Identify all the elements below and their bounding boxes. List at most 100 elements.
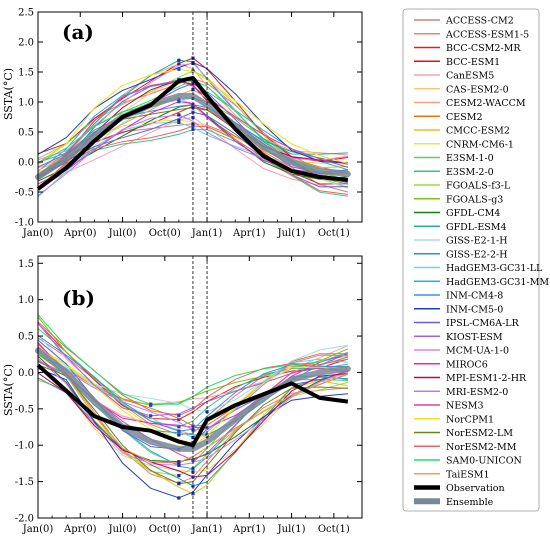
legend-label: SAM0-UNICON — [446, 456, 522, 467]
legend-label: KIOST-ESM — [446, 332, 503, 343]
model-line-norcpm1 — [37, 68, 349, 165]
legend-label: FGOALS-f3-L — [446, 181, 511, 192]
legend-item: TaiESM1 — [414, 469, 490, 480]
legend-item: SAM0-UNICON — [414, 456, 522, 467]
legend-item: FGOALS-g3 — [414, 194, 503, 205]
model-line-nesm3 — [37, 80, 349, 176]
legend-item: MPI-ESM1-2-HR — [414, 373, 527, 384]
legend-frame — [402, 8, 540, 512]
legend: ACCESS-CM2 ACCESS-ESM1-5 BCC-CSM2-MR BCC-ES… — [402, 8, 549, 512]
y-tick-label: -2.0 — [15, 514, 34, 525]
y-tick-label: -1.0 — [15, 441, 34, 452]
legend-item: ACCESS-ESM1-5 — [414, 29, 529, 40]
legend-label: NorESM2-MM — [446, 442, 517, 453]
legend-item: FGOALS-f3-L — [414, 181, 511, 192]
model-peak-marker — [191, 428, 195, 432]
legend-item: Ensemble — [414, 497, 494, 508]
legend-label: NESM3 — [446, 401, 484, 412]
panel-b-vertical-markers — [192, 256, 208, 518]
panel-b-axes: Jan(0) Apr(0) Jul(0) Oct(0) Jan(1) Apr(1) Jul(… — [15, 255, 363, 535]
model-peak-marker — [149, 402, 153, 406]
legend-label: MIROC6 — [446, 359, 488, 370]
ensemble-line — [35, 93, 351, 180]
legend-label: TaiESM1 — [446, 469, 490, 480]
panel-a-label: (a) — [62, 20, 94, 44]
legend-item: GISS-E2-1-H — [414, 236, 507, 247]
x-tick-label: Oct(1) — [318, 524, 350, 535]
model-peak-marker — [177, 417, 181, 422]
legend-label: HadGEM3-GC31-LL — [446, 263, 543, 274]
legend-label: GISS-E2-2-H — [446, 249, 507, 260]
legend-label: GFDL-ESM4 — [446, 222, 507, 233]
panel-b-observation-line — [36, 363, 349, 448]
model-peak-marker — [177, 100, 181, 104]
legend-item: CESM2 — [414, 112, 482, 123]
x-tick-label: Jan(0) — [22, 524, 54, 535]
y-tick-label: -0.5 — [15, 188, 34, 199]
model-peak-marker — [177, 482, 181, 486]
legend-item: BCC-CSM2-MR — [414, 43, 521, 54]
x-tick-label: Jan(1) — [191, 228, 223, 239]
y-tick-label: 1.0 — [18, 295, 34, 306]
x-tick-label: Jan(1) — [191, 524, 223, 535]
x-tick-label: Jul(0) — [108, 228, 137, 239]
panel-a-vertical-markers — [192, 12, 208, 222]
legend-label: CanESM5 — [446, 71, 494, 82]
x-tick-label: Apr(0) — [63, 524, 97, 535]
legend-item: NorESM2-MM — [414, 442, 517, 453]
panel-b: Jan(0) Apr(0) Jul(0) Oct(0) Jan(1) Apr(1) Jul(… — [2, 255, 363, 535]
legend-label: CESM2-WACCM — [446, 98, 526, 109]
legend-item: NorCPM1 — [414, 414, 494, 425]
model-peak-marker — [177, 62, 181, 66]
legend-label: CNRM-CM6-1 — [446, 139, 514, 150]
legend-label: E3SM-1-0 — [446, 153, 494, 164]
legend-label: BCC-ESM1 — [446, 57, 500, 68]
y-tick-label: 1.5 — [18, 68, 34, 79]
x-tick-label: Jul(0) — [108, 524, 137, 535]
model-peak-marker — [205, 433, 209, 437]
panel-a-axes: Jan(0) Apr(0) Jul(0) Oct(0) Jan(1) Apr(1) Jul(… — [15, 8, 363, 239]
y-tick-label: 2.0 — [18, 38, 34, 49]
legend-label: CESM2 — [446, 112, 482, 123]
legend-item: CNRM-CM6-1 — [414, 139, 514, 150]
x-tick-label: Oct(0) — [149, 228, 181, 239]
model-peak-marker — [177, 463, 181, 467]
y-tick-label: 1.0 — [18, 98, 34, 109]
legend-label: ACCESS-ESM1-5 — [445, 29, 529, 40]
y-tick-label: 1.5 — [18, 259, 34, 270]
legend-label: HadGEM3-GC31-MM — [446, 277, 549, 288]
x-tick-label: Jul(1) — [277, 524, 306, 535]
legend-item: HadGEM3-GC31-LL — [414, 263, 543, 274]
legend-item: INM-CM5-0 — [414, 304, 503, 315]
legend-item: GFDL-ESM4 — [414, 222, 507, 233]
legend-item: CMCC-ESM2 — [414, 126, 510, 137]
x-tick-label: Oct(1) — [318, 228, 350, 239]
plot-frame — [37, 255, 363, 519]
legend-label: INM-CM4-8 — [446, 291, 503, 302]
model-peak-marker — [191, 124, 195, 128]
model-peak-marker — [177, 425, 181, 429]
legend-label: FGOALS-g3 — [446, 194, 503, 205]
y-tick-label: -1.5 — [15, 477, 34, 488]
panel-b-label: (b) — [62, 286, 95, 310]
y-tick-label: -1.0 — [15, 218, 34, 229]
x-tick-label: Apr(1) — [232, 228, 266, 239]
legend-item: Observation — [414, 483, 505, 494]
x-tick-label: Jul(1) — [277, 228, 306, 239]
legend-label: BCC-CSM2-MR — [446, 43, 521, 54]
model-peak-marker — [177, 496, 181, 500]
legend-label: NorCPM1 — [446, 414, 494, 425]
observation-line — [36, 363, 349, 448]
legend-item: CanESM5 — [414, 71, 494, 82]
model-peak-marker — [177, 58, 181, 62]
y-tick-label: 0.5 — [18, 332, 34, 343]
plot-frame — [37, 11, 363, 223]
model-peak-marker — [177, 413, 181, 418]
model-peak-marker — [191, 424, 195, 428]
legend-item: BCC-ESM1 — [414, 57, 500, 68]
legend-label: IPSL-CM6A-LR — [446, 318, 520, 329]
legend-item: KIOST-ESM — [414, 332, 503, 343]
model-peak-marker — [177, 67, 181, 71]
model-peak-marker — [177, 113, 181, 117]
